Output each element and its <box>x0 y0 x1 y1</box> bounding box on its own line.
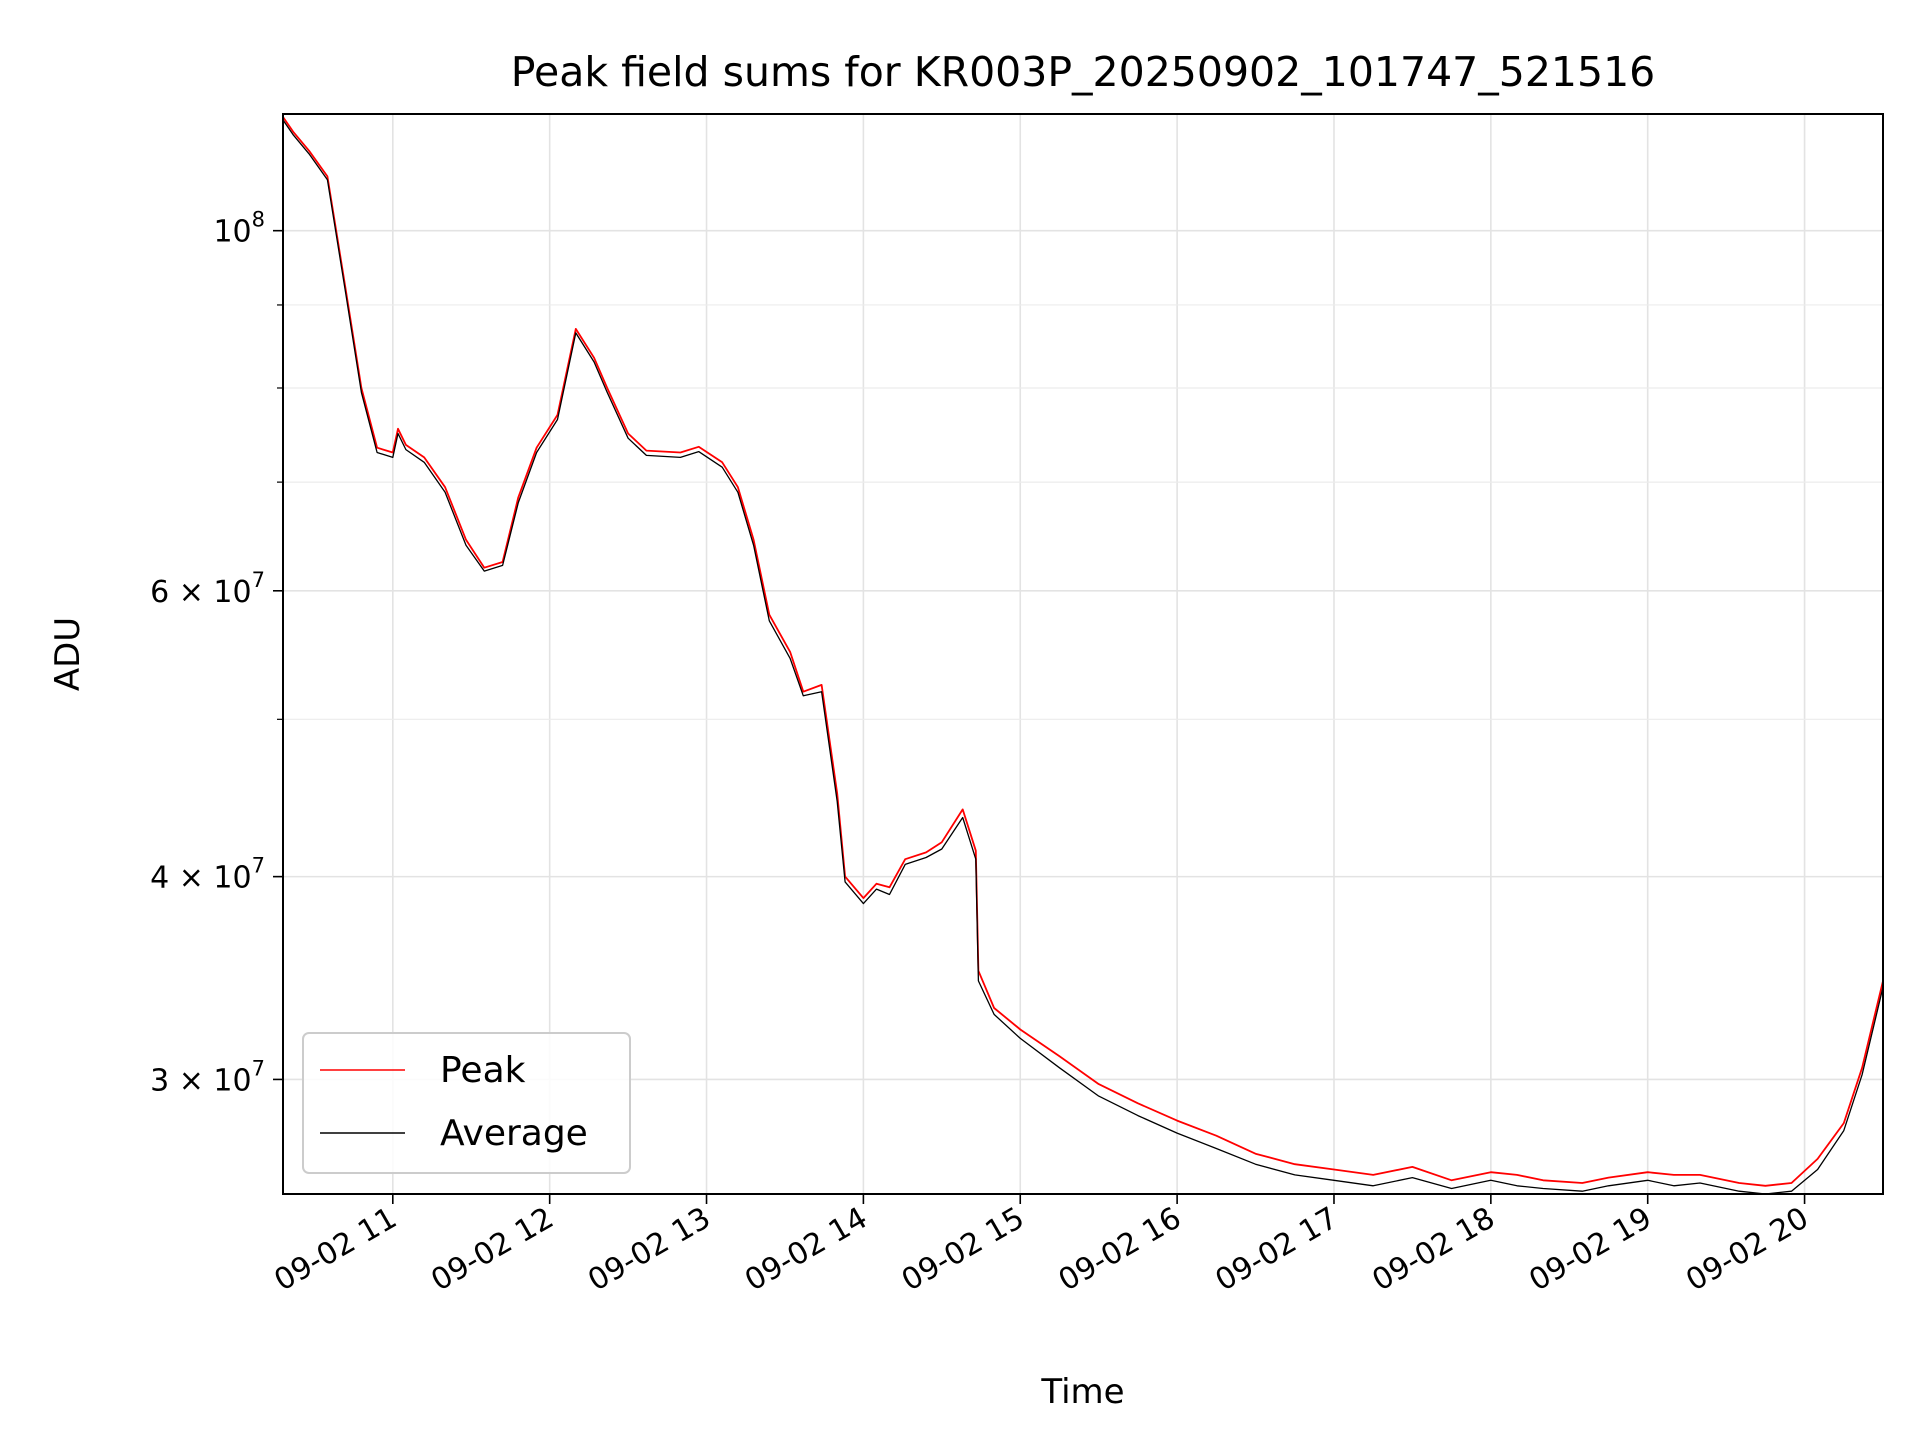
y-tick-exponent: 7 <box>252 854 265 878</box>
y-tick-label: 6 × 107 <box>150 568 265 610</box>
y-tick-label: 4 × 107 <box>150 854 265 896</box>
legend-label-average: Average <box>440 1113 588 1154</box>
plot-frame <box>282 113 1884 1195</box>
legend-box <box>302 1032 631 1174</box>
y-axis-label: ADU <box>48 617 88 691</box>
grid <box>283 114 1883 1194</box>
y-tick-base: 10 <box>213 215 251 250</box>
y-tick-exponent: 7 <box>252 1056 265 1080</box>
series-peak-line <box>282 116 1884 1187</box>
x-axis-label: Time <box>1040 1372 1124 1412</box>
chart-title: Peak field sums for KR003P_20250902_1017… <box>511 48 1656 96</box>
y-tick-label: 108 <box>213 208 265 250</box>
legend: Peak Average <box>302 1032 631 1174</box>
y-tick-label: 3 × 107 <box>150 1056 265 1098</box>
series-layer <box>282 116 1884 1195</box>
legend-label-peak: Peak <box>440 1050 526 1091</box>
y-tick-exponent: 7 <box>252 568 265 592</box>
series-average-line <box>282 119 1884 1195</box>
y-tick-base: 4 × 10 <box>150 861 251 896</box>
y-tick-base: 3 × 10 <box>150 1063 251 1098</box>
y-tick-base: 6 × 10 <box>150 575 251 610</box>
y-tick-exponent: 8 <box>252 208 265 232</box>
